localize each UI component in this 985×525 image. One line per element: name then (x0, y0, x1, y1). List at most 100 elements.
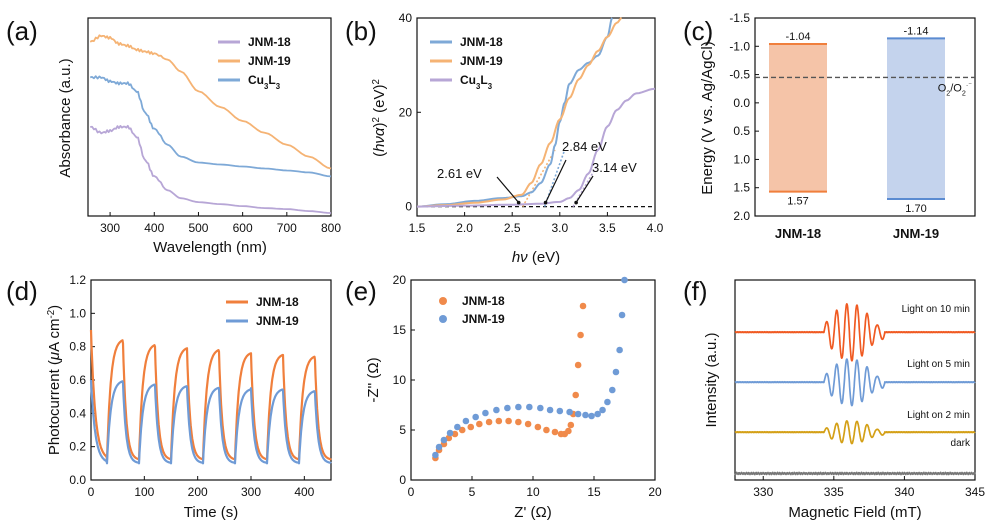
panel-e-data-point-1 (482, 409, 489, 417)
panel-d-y-tick-label: 1.0 (69, 306, 86, 320)
panel-a-x-tick-label: 400 (144, 221, 164, 235)
panel-d-plot-frame (90, 279, 332, 481)
panel-e-data-point-1 (556, 407, 564, 415)
panel-e-data-point-1 (440, 436, 448, 444)
panel-d-series-line-0 (89, 329, 332, 462)
panel-f-series-label: Light on 2 min (907, 410, 970, 421)
panel-e-data-point-0 (543, 426, 550, 434)
panel-e-data-point-1 (454, 423, 461, 431)
panel-b-y-tick-label: 40 (399, 11, 413, 25)
panel-c-bar-bottom-label: 1.70 (905, 203, 926, 215)
panel-f-series-line-0 (734, 303, 976, 362)
panel-a-series-line-2 (89, 75, 332, 178)
panel-e-y-axis-label: -Z'' (Ω) (365, 357, 382, 402)
panel-e-data-point-0 (495, 417, 503, 425)
panel-e-data-point-1 (493, 406, 500, 414)
panel-e-legend-label: JNM-19 (462, 312, 505, 326)
panel-a-legend-label: JNM-19 (248, 54, 291, 68)
panel-b-legend-label: JNM-18 (460, 35, 503, 49)
panel-e-data-point-1 (566, 408, 573, 416)
panel-b-annotation-arrow (575, 175, 594, 203)
panel-label: (e) (345, 276, 377, 306)
panel-d-y-tick-label: 0.4 (69, 406, 86, 420)
panel-a-series-line-0 (90, 124, 332, 214)
panel-b-annotation-label: 3.14 eV (592, 160, 637, 175)
panel-f-x-tick-label: 345 (965, 485, 985, 499)
panel-e-legend-swatch (439, 297, 447, 305)
panel-d-y-tick-label: 0.6 (69, 373, 86, 387)
panel-d-x-tick-label: 100 (134, 485, 154, 499)
panel-c-reference-label: O2/O2·⁻ (938, 81, 973, 97)
panel-d-x-tick-label: 0 (88, 485, 95, 499)
panel-b-plot-frame (416, 17, 656, 217)
panel-e-data-point-1 (526, 403, 533, 411)
panel-c-bar-0 (769, 44, 827, 192)
panel-c-y-tick-label: 1.0 (733, 152, 750, 166)
panel-e-data-point-0 (572, 391, 579, 399)
panel-c-category-label: JNM-19 (893, 226, 939, 241)
panel-e-data-point-0 (551, 428, 559, 436)
panel-a-x-tick-label: 700 (277, 221, 297, 235)
panel-f-plot-frame (734, 279, 976, 481)
panel-f-x-tick-label: 330 (753, 485, 773, 499)
panel-a-legend-label: JNM-18 (248, 35, 291, 49)
panel-e-data-point-1 (588, 412, 595, 420)
panel-label: (a) (6, 16, 38, 46)
panel-e-data-point-0 (577, 331, 584, 339)
panel-a-x-tick-label: 500 (188, 221, 208, 235)
panel-b-y-tick-label: 0 (405, 200, 412, 214)
panel-d-x-tick-label: 200 (188, 485, 208, 499)
panel-e-data-point-0 (524, 420, 532, 428)
panel-c-bar-top-label: -1.04 (785, 31, 810, 43)
panel-f-series-line-3 (734, 471, 976, 476)
panel-d-x-axis-label: Time (s) (184, 504, 238, 521)
panel-e-data-point-0 (515, 418, 522, 426)
panel-b-series-line-1 (416, 17, 623, 208)
panel-e-data-point-1 (435, 443, 443, 451)
panel-e-x-axis-label: Z' (Ω) (514, 504, 551, 521)
panel-e-plot-frame (410, 279, 656, 481)
panel-c-y-axis-label: Energy (V vs. Ag/AgCl) (699, 41, 716, 194)
panel-e-data-point-1 (616, 346, 623, 354)
panel-b-annotation-arrowhead (574, 200, 578, 205)
panel-c-y-tick-label: 1.5 (733, 181, 750, 195)
panel-d-x-tick-label: 400 (294, 485, 314, 499)
panel-b-x-tick-label: 2.5 (504, 221, 521, 235)
panel-b-x-tick-label: 3.5 (599, 221, 616, 235)
panel-e-data-point-1 (432, 451, 439, 459)
panel-d-y-tick-label: 0.0 (69, 473, 86, 487)
panel-d-y-axis-label: Photocurrent (μA cm-2) (46, 305, 64, 455)
panel-e-data-point-0 (467, 423, 475, 431)
panel-e-data-point-0 (458, 426, 466, 434)
panel-e-y-tick-label: 0 (399, 473, 406, 487)
panel-d-legend-label: JNM-19 (256, 314, 299, 328)
panel-e-data-point-0 (579, 302, 587, 310)
panel-b-annotation-arrowhead (543, 200, 548, 205)
panel-e-data-point-0 (567, 421, 575, 429)
panel-e-legend-swatch (439, 315, 447, 323)
panel-e-data-point-1 (515, 403, 522, 411)
panel-d-legend-label: JNM-18 (256, 295, 299, 309)
panel-e-x-tick-label: 0 (408, 485, 415, 499)
panel-label: (c) (683, 16, 713, 46)
panel-f-series-label: Light on 5 min (907, 359, 970, 370)
panel-e-legend-label: JNM-18 (462, 294, 505, 308)
panel-b-annotation-label: 2.84 eV (562, 139, 607, 154)
panel-a-x-axis-label: Wavelength (nm) (153, 239, 267, 256)
panel-e-x-tick-label: 15 (587, 485, 601, 499)
panel-a-x-tick-label: 300 (100, 221, 120, 235)
panel-b-x-tick-label: 4.0 (647, 221, 664, 235)
panel-f-x-tick-label: 335 (824, 485, 844, 499)
panel-e-data-point-1 (604, 398, 611, 406)
panel-f-x-axis-label: Magnetic Field (mT) (788, 504, 921, 521)
panel-c-y-tick-label: -1.0 (729, 39, 750, 53)
panel-e-data-point-1 (504, 404, 511, 412)
panel-a-y-axis-label: Absorbance (a.u.) (57, 58, 74, 177)
panel-f-series-label: dark (951, 438, 971, 449)
panel-f-x-tick-label: 340 (894, 485, 914, 499)
panel-label: (f) (683, 276, 708, 306)
panel-e-x-tick-label: 5 (469, 485, 476, 499)
panel-e-data-point-0 (485, 418, 493, 426)
panel-e-data-point-1 (621, 276, 628, 284)
panel-e-x-tick-label: 10 (526, 485, 540, 499)
